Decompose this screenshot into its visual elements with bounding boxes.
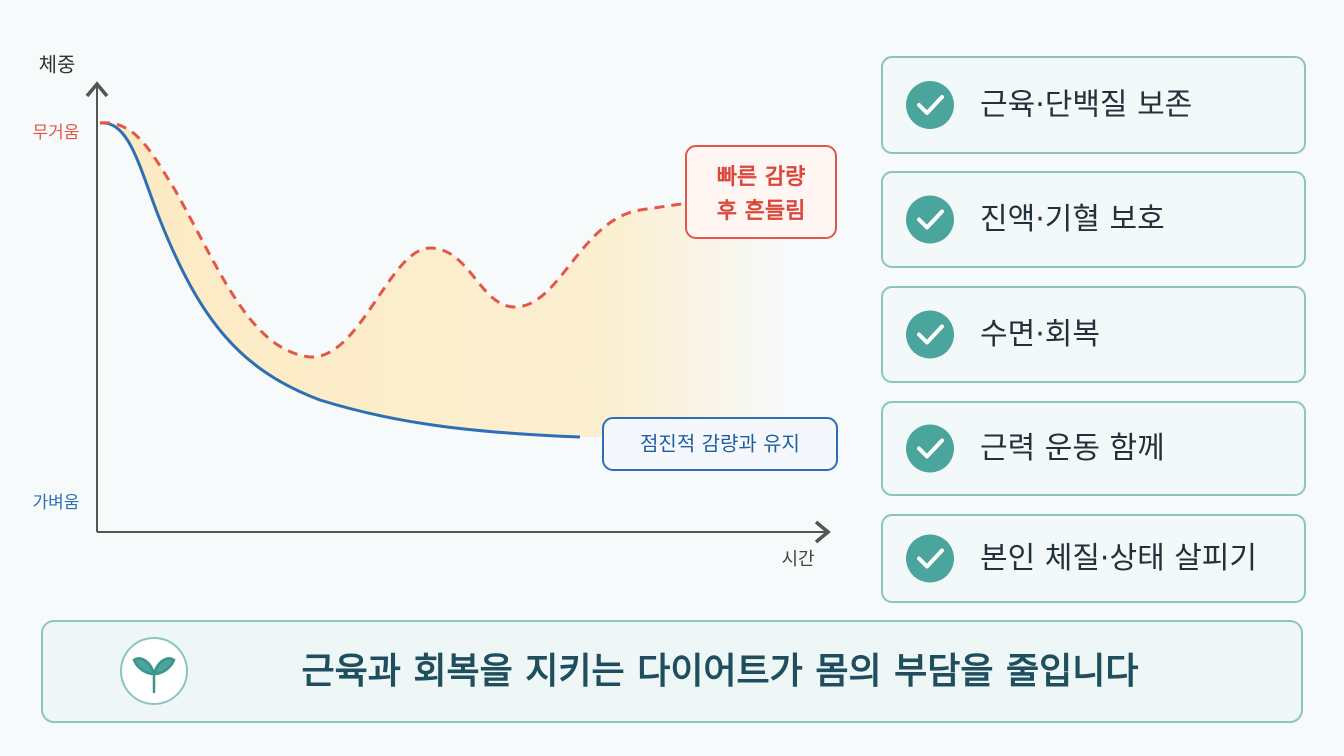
- difference-area: [100, 122, 790, 437]
- footer-text: 근육과 회복을 지키는 다이어트가 몸의 부담을 줄입니다: [302, 651, 1139, 692]
- checklist-item: [881, 401, 1306, 496]
- gradual-label-box: [602, 417, 838, 471]
- checklist-text: 진액·기혈 보호: [980, 202, 1165, 237]
- check-icon: [906, 534, 954, 583]
- checklist-text: 수면·회복: [980, 317, 1100, 352]
- checklist-item: [881, 56, 1306, 154]
- rapid-curve: [99, 121, 689, 359]
- gradual-curve: [99, 121, 581, 439]
- gradual-label: 점진적 감량과 유지: [640, 432, 800, 456]
- y-label: 체중: [39, 53, 76, 77]
- checklist-text: 근육·단백질 보존: [980, 88, 1192, 123]
- check-mark: [917, 209, 944, 230]
- check-mark: [917, 548, 944, 569]
- checklist-item: [881, 286, 1306, 383]
- y-bottom-label: 가벼움: [33, 493, 80, 513]
- x-label: 시간: [781, 549, 814, 570]
- check-icon: [906, 195, 954, 244]
- check-icon: [906, 424, 954, 473]
- check-mark: [917, 95, 944, 115]
- rapid-label-box: [685, 145, 837, 239]
- checklist-item: [881, 171, 1306, 268]
- checklist-text: 근력 운동 함께: [980, 431, 1165, 466]
- rapid-label: 빠른 감량: [717, 165, 806, 190]
- checklist-item: [881, 514, 1306, 603]
- sprout: [132, 657, 176, 694]
- y-top-label: 무거움: [33, 123, 80, 143]
- check-mark: [917, 438, 944, 459]
- check-mark: [917, 324, 944, 345]
- footer-box: [41, 620, 1303, 723]
- checklist-text: 본인 체질·상태 살피기: [980, 541, 1257, 576]
- check-icon: [906, 81, 954, 129]
- check-icon: [906, 310, 954, 359]
- rapid-label: 후 흔들림: [717, 199, 806, 224]
